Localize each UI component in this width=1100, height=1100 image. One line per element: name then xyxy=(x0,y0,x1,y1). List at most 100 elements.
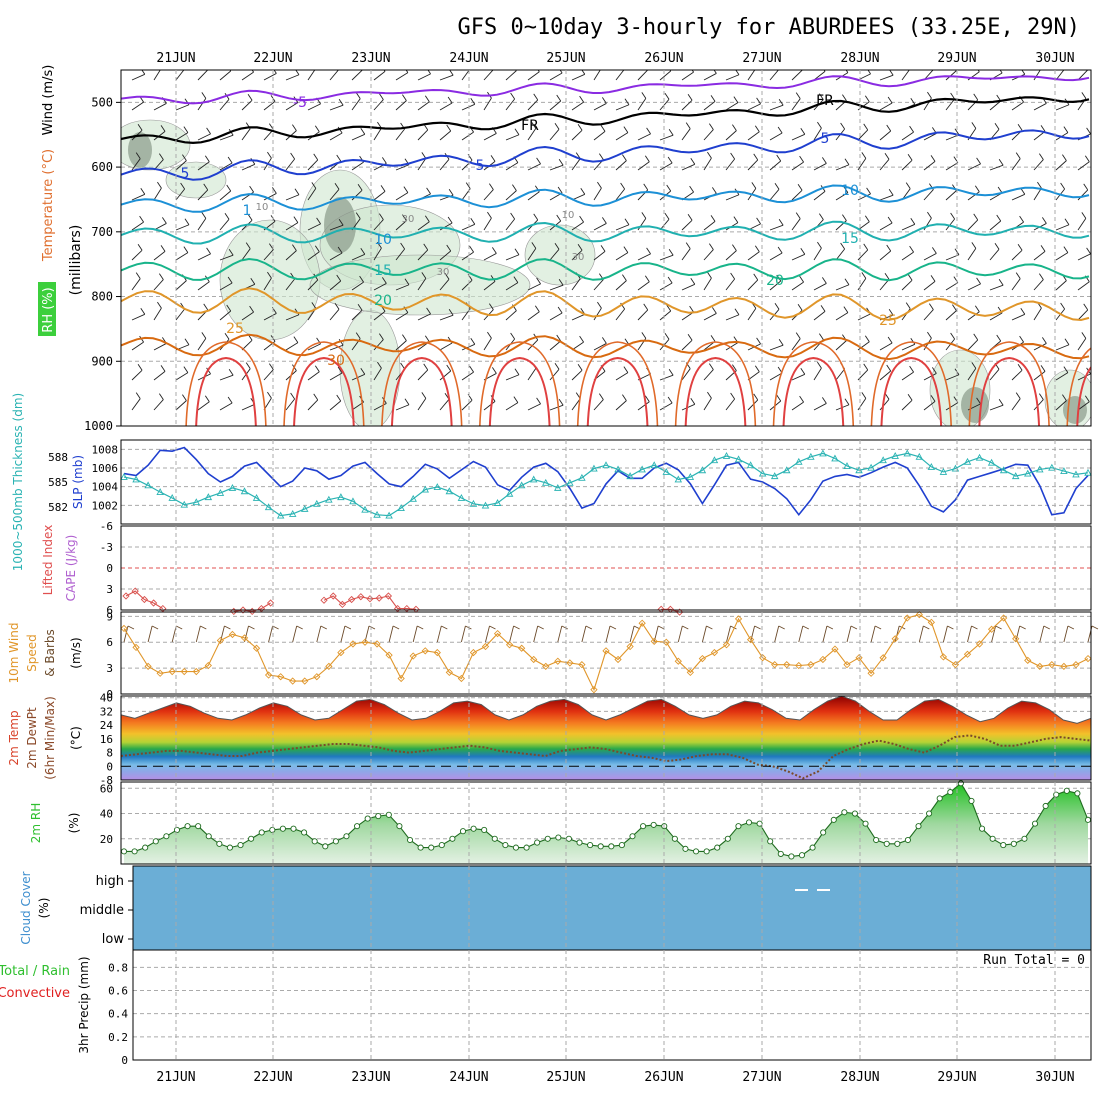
day-label-bottom: 27JUN xyxy=(742,1070,781,1085)
day-label-bottom: 30JUN xyxy=(1035,1070,1074,1085)
rh-marker xyxy=(904,836,911,844)
barb-flag xyxy=(554,243,560,250)
barb-flag xyxy=(818,93,824,100)
barb-flag xyxy=(404,278,410,286)
wind-barb xyxy=(483,155,496,171)
wind-speed-marker xyxy=(252,644,261,652)
barb-shaft xyxy=(725,314,740,321)
barb-flag xyxy=(667,156,673,164)
barb-flag xyxy=(818,333,824,340)
li-marker xyxy=(140,595,149,604)
barb-flag xyxy=(623,126,629,133)
barb-flag xyxy=(378,93,384,100)
barb-shaft xyxy=(615,252,629,261)
wind-barb xyxy=(725,70,740,81)
wind-barb xyxy=(989,158,1004,171)
wind-barb xyxy=(681,122,691,141)
rh-marker xyxy=(470,825,477,832)
barb-flag xyxy=(609,625,617,630)
wind-speed-marker xyxy=(313,673,321,681)
wind-barb xyxy=(659,276,673,291)
barb-flag xyxy=(469,245,474,253)
barb-flag xyxy=(776,154,782,162)
barb-shaft xyxy=(241,248,251,261)
barb-flag xyxy=(135,392,141,399)
rh-marker xyxy=(883,840,890,847)
barb-flag xyxy=(910,338,916,345)
wind-barb xyxy=(1033,273,1044,291)
rh-marker xyxy=(544,835,551,842)
barb-flag xyxy=(402,334,407,341)
barb-flag xyxy=(556,334,562,342)
wind-barb xyxy=(769,218,784,231)
barb-flag xyxy=(392,625,400,630)
wind-barb xyxy=(395,242,405,261)
barb-flag xyxy=(826,625,834,630)
temp-line xyxy=(120,695,1092,724)
barb-flag xyxy=(157,181,162,189)
barb-flag xyxy=(842,214,847,221)
rh-marker xyxy=(1084,816,1092,823)
barb-flag xyxy=(533,213,539,221)
wind-speed-marker xyxy=(361,638,369,646)
barb-shaft xyxy=(549,284,564,291)
barb-flag xyxy=(268,363,274,370)
barb-shaft xyxy=(615,308,625,321)
barb-flag xyxy=(907,274,913,281)
wind-speed-marker xyxy=(325,662,333,671)
wind-barb xyxy=(681,185,694,201)
barb-shaft xyxy=(1011,193,1025,201)
barb-flag xyxy=(531,122,537,129)
day-label-bottom: 28JUN xyxy=(840,1070,879,1085)
wind-barb xyxy=(593,70,601,81)
wind-barb xyxy=(681,94,693,111)
barb-flag xyxy=(930,155,936,162)
thickness-marker xyxy=(770,472,779,480)
barb-flag xyxy=(182,154,187,161)
barb-shaft xyxy=(505,218,515,231)
barb-shaft xyxy=(637,133,651,141)
wind-barb xyxy=(769,126,783,141)
wind-barb xyxy=(879,244,892,261)
wind-barb xyxy=(769,154,782,171)
wind-speed-marker xyxy=(554,657,562,665)
rh-marker xyxy=(1053,791,1060,798)
barb-shaft xyxy=(329,252,343,261)
barb-shaft xyxy=(725,102,739,111)
barb-shaft xyxy=(439,102,453,111)
wind-barb xyxy=(461,245,474,261)
rh-marker xyxy=(618,842,625,849)
wind-barb xyxy=(219,276,233,291)
wind-barb xyxy=(1011,392,1021,411)
barb-flag xyxy=(290,152,295,160)
barb-shaft xyxy=(879,342,893,351)
slp-tick-label: 1004 xyxy=(92,481,119,494)
barb-flag xyxy=(377,361,382,369)
barb-shaft xyxy=(483,70,494,81)
barb-shaft xyxy=(197,401,210,411)
barb-shaft xyxy=(637,309,649,321)
barb-flag xyxy=(250,278,256,285)
wind-barb xyxy=(1033,337,1047,351)
barb-shaft xyxy=(923,189,934,201)
wind-barb xyxy=(483,211,492,231)
thickness-marker xyxy=(746,461,755,469)
wind-barb xyxy=(1033,181,1042,201)
barb-flag xyxy=(1038,153,1044,160)
barb-shaft xyxy=(483,253,497,261)
barb-shaft xyxy=(483,133,497,141)
wind-barb xyxy=(219,304,232,321)
barb-shaft xyxy=(373,367,382,381)
thickness-marker xyxy=(819,449,827,457)
wind-barb xyxy=(329,366,343,381)
wind-barb xyxy=(769,246,783,261)
rh-marker xyxy=(809,844,816,851)
barb-flag xyxy=(710,335,716,342)
barb-flag xyxy=(622,154,627,161)
barb-shaft xyxy=(1011,369,1023,381)
wind-barb xyxy=(703,215,716,231)
barb-flag xyxy=(756,337,761,345)
barb-flag xyxy=(311,182,317,189)
barb-flag xyxy=(448,308,454,316)
barb-shaft xyxy=(1033,103,1047,111)
